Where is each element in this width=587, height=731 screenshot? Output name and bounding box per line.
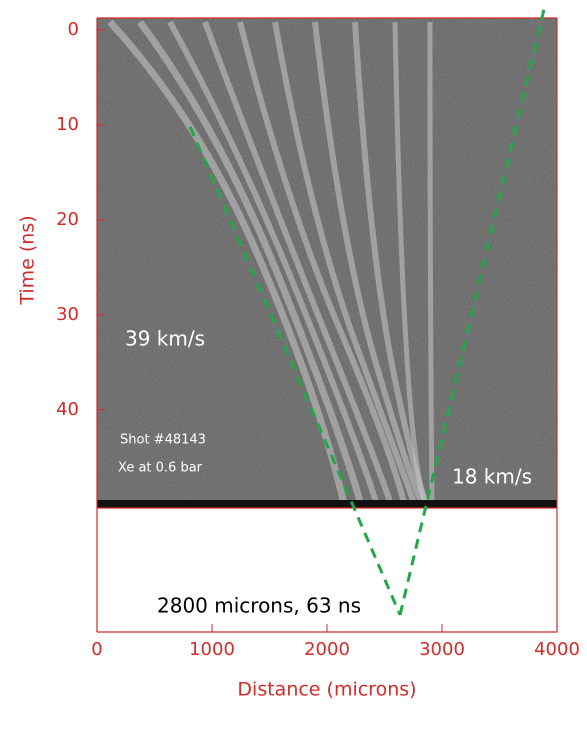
y-tick-label: 40 bbox=[56, 399, 79, 420]
annotation: 39 km/s bbox=[125, 327, 205, 351]
annotation: 2800 microns, 63 ns bbox=[157, 594, 361, 618]
y-tick-label: 10 bbox=[56, 114, 79, 135]
x-axis-label: Distance (microns) bbox=[237, 679, 416, 701]
dashed-line bbox=[188, 126, 402, 616]
x-tick-label: 0 bbox=[91, 639, 102, 660]
dashed-line bbox=[398, 4, 547, 616]
annotation: Shot #48143 bbox=[120, 433, 206, 448]
annotation: Xe at 0.6 bar bbox=[118, 461, 203, 476]
x-tick-label: 1000 bbox=[189, 639, 235, 660]
y-tick-label: 30 bbox=[56, 304, 79, 325]
x-tick-label: 4000 bbox=[534, 639, 580, 660]
x-tick-label: 3000 bbox=[419, 639, 465, 660]
y-tick-label: 0 bbox=[68, 19, 79, 40]
streak-image bbox=[97, 18, 557, 508]
annotation: 18 km/s bbox=[452, 465, 532, 489]
y-axis-label: Time (ns) bbox=[17, 215, 39, 305]
x-tick-label: 2000 bbox=[304, 639, 350, 660]
y-tick-label: 20 bbox=[56, 209, 79, 230]
frame bbox=[96, 17, 558, 633]
